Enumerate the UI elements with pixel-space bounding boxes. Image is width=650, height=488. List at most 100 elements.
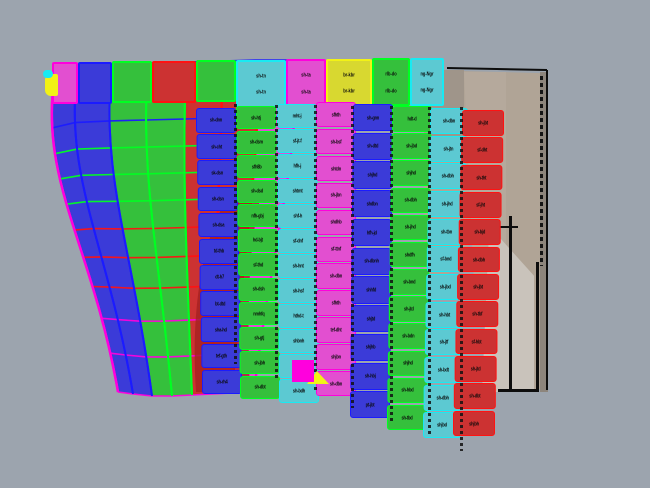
cap-tile-magenta[interactable]: sh-ta sh-ta [286, 59, 326, 107]
mesh-cell[interactable]: sf-ttnf [316, 236, 356, 262]
mesh-cell[interactable]: nfh-gbj [237, 204, 278, 227]
mesh-cell[interactable]: hfh-jd [351, 218, 392, 247]
mesh-cell-label: sh-rh4 [216, 378, 228, 385]
mesh-cell[interactable]: shjhd [387, 350, 428, 377]
mesh-cell-label: shhfd [366, 285, 377, 293]
mesh-cell[interactable]: mht-j [277, 104, 317, 128]
mesh-cell[interactable]: hdt-d [392, 106, 432, 132]
cell-column-red[interactable]: sh-jbt sf-dht sh-tht sf-jht sh-bjd sh-dbh sh-j… [453, 110, 504, 438]
mesh-cell-label: sh-jtd [470, 364, 481, 372]
mesh-cell[interactable]: sh-jbd [391, 133, 432, 159]
mesh-cell-label: sfhth [331, 110, 341, 118]
mesh-cell[interactable]: sh-jbt [457, 274, 500, 300]
cell-column-green[interactable]: sh-htj sh-dsm sfh8b sh-dsd nfh-gbj hd-bjt sf-t… [236, 106, 280, 400]
mesh-cell[interactable]: nmhfq [238, 302, 279, 325]
mesh-cell-label: td-thb [213, 247, 225, 254]
mesh-cell-label: sf-hbt [471, 337, 482, 345]
mesh-cell[interactable]: sh-hsf [278, 279, 319, 303]
mesh-cell[interactable]: sf-dnf [277, 229, 318, 253]
mesh-cell[interactable]: sh-dnn [196, 108, 236, 133]
mesh-cell-label: sh-bjd [474, 228, 486, 235]
cell-column-cyan[interactable]: mht-j sf-jt-f hfh-j shtmt shf-h sf-dnf sh-hnt s… [277, 104, 319, 404]
mesh-cell[interactable]: sh-tht [460, 164, 503, 191]
mesh-cell[interactable]: shjhb [350, 333, 391, 362]
mesh-cell[interactable]: sh-gtj [239, 326, 280, 350]
mesh-cell[interactable]: sh-bsf [316, 128, 356, 155]
cap-tile-green[interactable] [112, 61, 152, 103]
mesh-cell[interactable]: shjhd [391, 160, 432, 186]
mesh-cell[interactable]: sh-dsm [236, 130, 277, 154]
mesh-cell[interactable]: shjtd [350, 305, 391, 333]
mesh-cell[interactable]: shtmt [277, 179, 318, 203]
mesh-cell[interactable]: bt-dtd [200, 291, 241, 316]
mesh-cell[interactable]: sh-jbt [462, 110, 504, 136]
mesh-cell[interactable]: sh-rh4 [202, 369, 242, 395]
mesh-cell[interactable]: sh-cht [196, 134, 237, 159]
mesh-cell[interactable]: sh-gnn [353, 104, 393, 132]
mesh-cell[interactable]: hd-bjt [237, 228, 278, 252]
mesh-cell[interactable]: sh-dsn [197, 186, 238, 212]
cap-tile-yellow[interactable]: br-kbr br-kbr [326, 58, 372, 107]
mesh-cell[interactable]: hfh-j [277, 154, 318, 178]
mesh-cell[interactable]: sh-jbn [316, 182, 356, 209]
mesh-cell[interactable]: sh-dtd [352, 132, 393, 160]
mesh-cell-label: mht-j [292, 111, 302, 119]
mesh-cell-label: sh-jtd [403, 304, 414, 312]
mesh-cell[interactable]: sf-dht [461, 137, 504, 164]
mesh-cell[interactable]: sh-hbj [350, 362, 391, 390]
mesh-cell[interactable]: td-thb [199, 238, 239, 264]
mesh-cell[interactable]: sh-hnt [278, 254, 319, 278]
mesh-cell[interactable]: sf-jht [459, 192, 502, 218]
mesh-cell[interactable]: sh-htj [236, 106, 276, 129]
mesh-cell-label: sf-jt-f [292, 136, 302, 144]
mesh-cell[interactable]: shbnh [278, 329, 319, 353]
mesh-cell[interactable]: sh-dbnh [351, 247, 392, 275]
cap-tile-blue[interactable] [78, 61, 112, 104]
cap-tile-cyan[interactable]: sh-tn sh-tn [236, 59, 286, 108]
mesh-cell[interactable]: sh-hbd [387, 377, 428, 404]
cap-tile-green[interactable] [196, 60, 236, 102]
mesh-cell[interactable]: sh-jhd [390, 214, 431, 241]
mesh-cell[interactable]: sh-dbn [316, 263, 356, 289]
mesh-cell[interactable]: sh-jbh [239, 351, 280, 374]
mesh-cell[interactable]: sh-dsh [238, 277, 279, 301]
mesh-cell[interactable]: shf-h [277, 204, 318, 228]
outline-right-edge [546, 70, 548, 390]
mesh-cell[interactable]: sh-jtd [388, 296, 429, 322]
mesh-cell[interactable]: sh-dsd [237, 179, 278, 203]
cap-tile-green[interactable]: rlb-do rlb-do [372, 58, 410, 106]
mesh-cell-label: sfhth [331, 299, 341, 306]
mesh-cell[interactable]: shhfd [351, 276, 392, 304]
mesh-cell[interactable]: sfhth [316, 290, 356, 316]
cap-tile-cyan[interactable]: ng-Ngr ng-Ngr [410, 57, 444, 106]
mesh-cell[interactable]: sh-dbt [240, 375, 280, 399]
mesh-cell[interactable]: sf-jt-f [277, 129, 318, 153]
mesh-cell[interactable]: sh-tbd [387, 404, 427, 431]
mesh-cell[interactable]: sh-tbf [456, 301, 499, 328]
mesh-cell[interactable]: sh-dbh [390, 187, 431, 214]
cell-column-blue[interactable]: sh-dnn sh-cht sk-dsn sh-dsn sh-dsa td-thb dt-h… [196, 108, 242, 396]
mesh-cell[interactable]: sh-dsa [198, 212, 239, 238]
mesh-cell[interactable]: sf-thd [238, 253, 279, 276]
mesh-cell[interactable]: sfh8b [236, 155, 277, 178]
cap-tile-red[interactable] [152, 60, 196, 103]
mesh-cell[interactable]: sk-dsn [197, 160, 238, 186]
mesh-cell[interactable]: sh-bdn [388, 323, 429, 349]
cell-column-magenta[interactable]: sfhth sh-bsf shtdn sh-jbn shdhb sf-ttnf sh-dbn… [316, 102, 356, 398]
mesh-cell[interactable]: sh-bnd [389, 269, 430, 295]
mesh-cell[interactable]: sh-dbh [457, 246, 500, 273]
mesh-cell-label: tef-gth [215, 351, 227, 359]
mesh-cell[interactable]: shtdn [316, 155, 356, 182]
mesh-cell[interactable]: shdbn [352, 190, 393, 218]
mesh-cell[interactable]: hthd-t [278, 304, 319, 328]
mesh-cell-label: shtdn [331, 164, 341, 172]
mesh-cell[interactable]: shjhd [352, 161, 393, 189]
mesh-cell[interactable]: pt-jbt [350, 391, 390, 419]
mesh-cell[interactable]: shdfh [389, 241, 430, 268]
mesh-cell[interactable]: sh-bjd [458, 219, 501, 246]
mesh-cell[interactable]: sfhth [316, 102, 356, 128]
mesh-cell[interactable]: dt-h7 [199, 265, 240, 290]
mesh-cell[interactable]: shdhb [316, 209, 356, 236]
